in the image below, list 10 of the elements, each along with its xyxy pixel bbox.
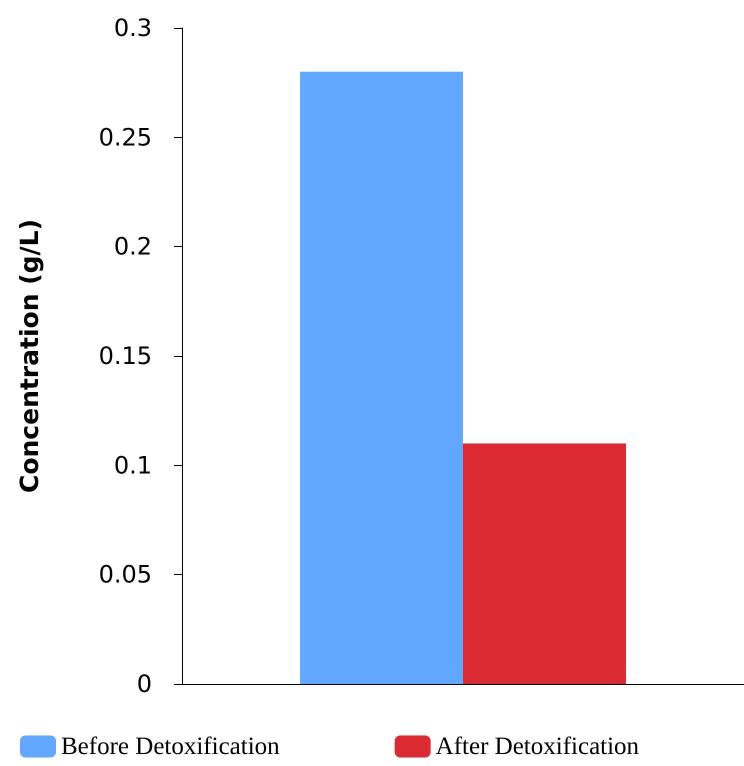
y-tick-label: 0.3 [114,14,152,42]
y-tick-label: 0.05 [98,560,152,589]
legend-label: After Detoxification [436,733,640,760]
y-axis-title: Concentration (g/L) [15,218,44,494]
y-tick-label: 0.15 [98,342,152,370]
y-tick-label: 0.1 [114,451,152,480]
y-tick-label: 0.2 [114,232,152,261]
y-tick-label: 0 [136,670,152,698]
legend-label: Before Detoxification [61,733,280,760]
y-tick-label: 0.25 [98,123,152,152]
